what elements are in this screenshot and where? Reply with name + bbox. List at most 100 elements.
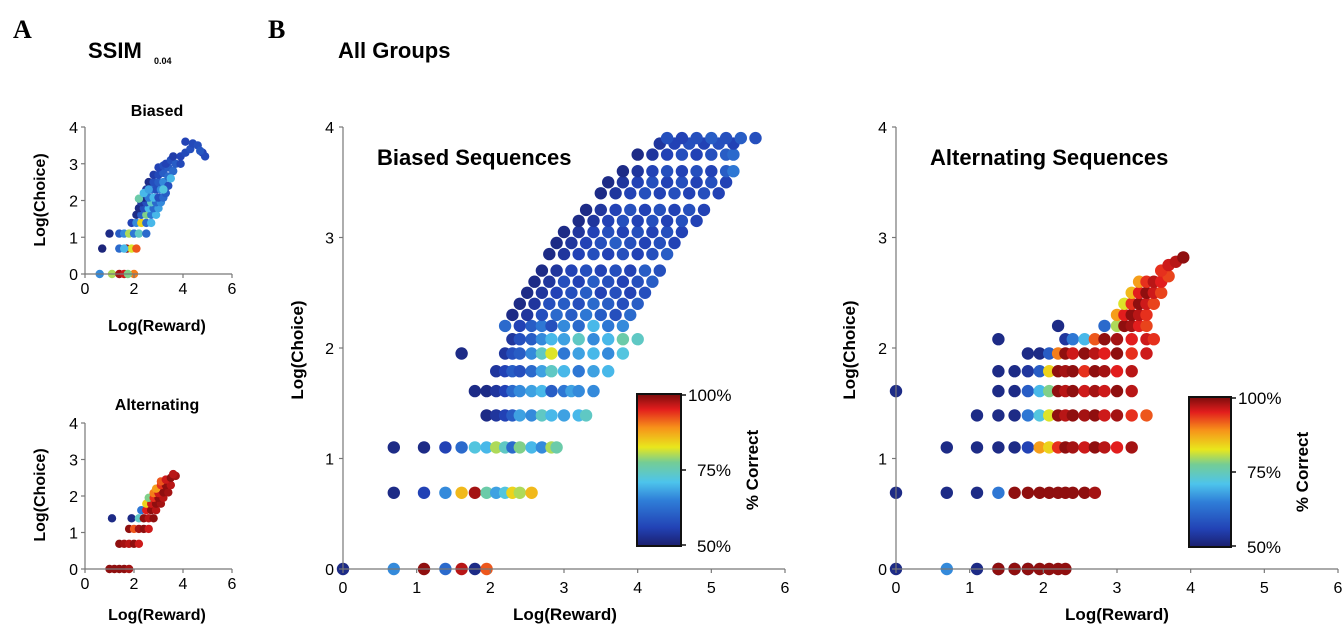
data-point <box>1066 384 1080 398</box>
data-point <box>528 297 541 310</box>
y-tick-label: 0 <box>69 562 78 579</box>
x-tick-label: 6 <box>228 281 237 298</box>
data-point <box>169 166 178 176</box>
data-point <box>646 148 659 161</box>
data-point <box>513 347 526 360</box>
data-point <box>602 365 615 378</box>
x-tick-label: 1 <box>965 580 974 597</box>
data-point <box>557 275 571 288</box>
x-tick-label: 3 <box>1113 580 1122 597</box>
data-point <box>490 384 503 398</box>
small-biased-axes: 0 2 4 6 0 1 2 3 4 <box>69 120 236 298</box>
plot-small-biased: Biased 0 2 4 6 0 1 2 3 4 Log(Reward) Log(Choice) <box>32 103 237 335</box>
data-point <box>134 539 144 548</box>
x-tick-label: 0 <box>892 580 901 597</box>
colorbar-alternating-gradient <box>1188 396 1232 548</box>
data-point <box>1098 319 1111 333</box>
data-point <box>572 333 585 346</box>
data-point <box>455 486 468 499</box>
data-point <box>1043 347 1056 360</box>
data-point <box>616 176 630 189</box>
x-tick-label: 2 <box>130 281 139 298</box>
data-point <box>587 297 600 310</box>
heading-all-groups: All Groups <box>338 38 450 63</box>
data-point <box>535 308 549 322</box>
data-point <box>1043 384 1056 398</box>
data-point <box>1098 347 1111 360</box>
data-point <box>550 441 563 454</box>
colorbar-biased-tick-50: 50% <box>697 537 731 556</box>
data-point <box>624 187 637 200</box>
data-point <box>587 225 600 239</box>
data-point <box>712 187 725 200</box>
data-point <box>1140 308 1153 322</box>
data-point <box>506 308 519 322</box>
x-tick-label: 2 <box>486 580 495 597</box>
data-point <box>480 486 493 499</box>
y-tick-label: 0 <box>878 562 887 579</box>
data-point <box>134 194 144 203</box>
data-point <box>1021 347 1035 360</box>
data-point <box>550 286 563 299</box>
colorbar-biased-gradient <box>636 393 682 547</box>
data-point <box>545 333 558 346</box>
y-tick-label: 3 <box>69 453 78 470</box>
data-point <box>992 384 1005 398</box>
data-point <box>387 441 400 454</box>
data-point <box>572 347 585 360</box>
data-point <box>609 286 622 299</box>
data-point <box>557 297 571 310</box>
panel-label-a: A <box>13 15 32 44</box>
data-point <box>653 264 666 277</box>
data-point <box>594 308 607 322</box>
data-point <box>1098 441 1111 454</box>
data-point <box>587 384 600 398</box>
data-point <box>1140 409 1153 422</box>
data-point <box>535 286 549 299</box>
data-point <box>1110 441 1124 454</box>
data-point <box>545 384 558 398</box>
x-tick-label: 5 <box>1260 580 1269 597</box>
data-point <box>417 486 431 499</box>
data-point <box>594 187 607 200</box>
data-point <box>1110 333 1124 346</box>
biased-sequences-ylabel: Log(Choice) <box>288 300 307 399</box>
data-point <box>940 486 953 499</box>
plot-biased-sequences: 0 1 2 3 4 5 6 0 1 2 3 4 Biased Sequences Log(Reward… <box>288 120 790 624</box>
data-point <box>557 247 571 261</box>
data-point <box>697 203 711 217</box>
small-biased-xlabel: Log(Reward) <box>108 318 206 335</box>
data-point <box>525 347 538 360</box>
data-point <box>616 347 630 360</box>
data-point <box>1066 333 1080 346</box>
data-point <box>602 275 615 288</box>
data-point <box>1033 365 1046 378</box>
data-point <box>521 308 534 322</box>
data-point <box>134 229 144 238</box>
biased-sequences-xlabel: Log(Reward) <box>513 605 617 624</box>
data-point <box>455 441 468 454</box>
data-point <box>587 319 600 333</box>
data-point <box>1008 365 1021 378</box>
data-point <box>557 365 571 378</box>
data-point <box>1177 251 1190 264</box>
data-point <box>1066 365 1080 378</box>
data-point <box>579 203 593 217</box>
data-point <box>705 131 718 145</box>
data-point <box>668 187 681 200</box>
y-tick-label: 1 <box>878 452 887 469</box>
data-point <box>572 384 585 398</box>
data-point <box>1088 333 1102 346</box>
y-tick-label: 0 <box>69 267 78 284</box>
data-point <box>616 165 630 178</box>
data-point <box>602 214 615 228</box>
data-point <box>992 333 1005 346</box>
data-point <box>1078 486 1091 499</box>
data-point <box>535 409 549 422</box>
data-point <box>624 286 637 299</box>
colorbar-alternating: 100% 75% 50% % Correct <box>1188 389 1312 557</box>
data-point <box>1021 409 1035 422</box>
x-tick-label: 2 <box>130 576 139 593</box>
data-point <box>572 247 585 261</box>
data-point <box>1098 384 1111 398</box>
